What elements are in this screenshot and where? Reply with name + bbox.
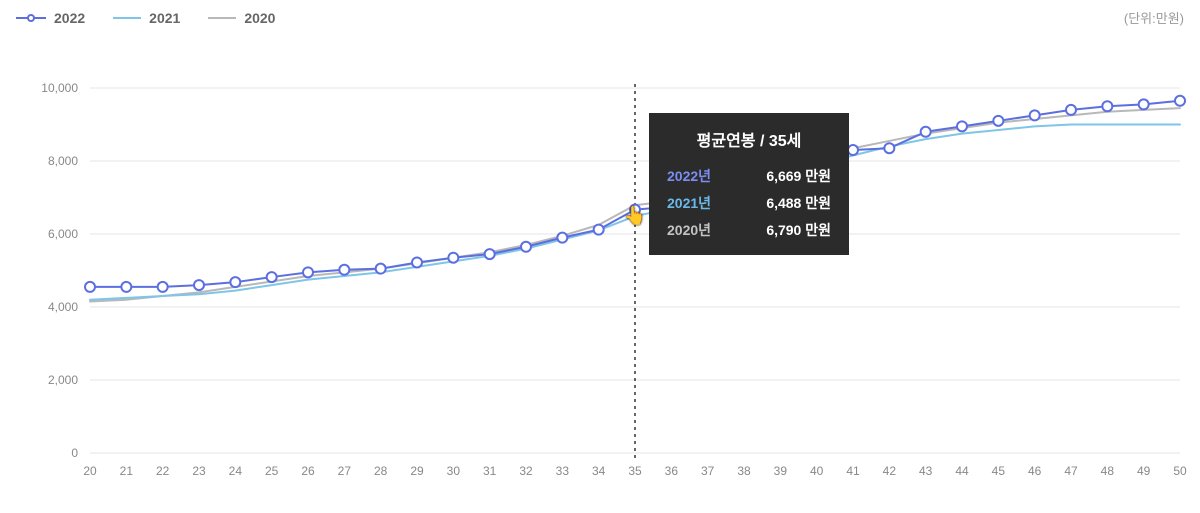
svg-text:28: 28 bbox=[374, 464, 388, 478]
svg-text:0: 0 bbox=[71, 446, 78, 460]
tooltip-label-2021: 2021년 bbox=[667, 190, 711, 217]
salary-line-chart: 2022 2021 2020 (단위:만원) 02,0004,0006,0008… bbox=[0, 0, 1200, 513]
svg-text:33: 33 bbox=[556, 464, 570, 478]
svg-text:46: 46 bbox=[1028, 464, 1042, 478]
svg-text:42: 42 bbox=[883, 464, 897, 478]
svg-text:35: 35 bbox=[628, 464, 642, 478]
tooltip-row-2021: 2021년 6,488 만원 bbox=[667, 190, 831, 217]
svg-text:37: 37 bbox=[701, 464, 715, 478]
legend-label-2022: 2022 bbox=[54, 10, 85, 26]
svg-text:2,000: 2,000 bbox=[48, 373, 78, 387]
svg-text:25: 25 bbox=[265, 464, 279, 478]
svg-text:21: 21 bbox=[120, 464, 134, 478]
tooltip-row-2020: 2020년 6,790 만원 bbox=[667, 217, 831, 244]
svg-text:29: 29 bbox=[410, 464, 424, 478]
svg-text:48: 48 bbox=[1101, 464, 1115, 478]
tooltip-label-2022: 2022년 bbox=[667, 163, 711, 190]
svg-text:27: 27 bbox=[338, 464, 352, 478]
svg-text:45: 45 bbox=[992, 464, 1006, 478]
svg-text:30: 30 bbox=[447, 464, 461, 478]
unit-label: (단위:만원) bbox=[1124, 8, 1184, 27]
svg-text:6,000: 6,000 bbox=[48, 227, 78, 241]
svg-text:20: 20 bbox=[83, 464, 97, 478]
tooltip-label-2020: 2020년 bbox=[667, 217, 711, 244]
tooltip-value-2020: 6,790 만원 bbox=[766, 217, 831, 244]
legend-row: 2022 2021 2020 (단위:만원) bbox=[16, 8, 1184, 27]
svg-text:50: 50 bbox=[1173, 464, 1187, 478]
tooltip-value-2022: 6,669 만원 bbox=[766, 163, 831, 190]
svg-text:41: 41 bbox=[846, 464, 860, 478]
svg-text:24: 24 bbox=[229, 464, 243, 478]
tooltip: 평균연봉 / 35세 2022년 6,669 만원 2021년 6,488 만원… bbox=[649, 113, 849, 255]
svg-text:38: 38 bbox=[737, 464, 751, 478]
legend-label-2020: 2020 bbox=[244, 10, 275, 26]
svg-text:8,000: 8,000 bbox=[48, 154, 78, 168]
svg-text:39: 39 bbox=[774, 464, 788, 478]
svg-text:34: 34 bbox=[592, 464, 606, 478]
svg-text:36: 36 bbox=[665, 464, 679, 478]
legend-marker-2021 bbox=[113, 17, 141, 19]
plot-area[interactable]: 0 2,000 4,000 6,000 8,000 10,000 20 21 22 23 24 25 2… bbox=[0, 48, 1200, 498]
legend-marker-2020 bbox=[208, 17, 236, 19]
legend-item-2020[interactable]: 2020 bbox=[208, 10, 275, 26]
svg-text:49: 49 bbox=[1137, 464, 1151, 478]
legend-marker-2022 bbox=[16, 11, 46, 25]
tooltip-value-2021: 6,488 만원 bbox=[766, 190, 831, 217]
svg-text:40: 40 bbox=[810, 464, 824, 478]
chart-svg: 0 2,000 4,000 6,000 8,000 10,000 20 21 22 23 24 25 2… bbox=[0, 48, 1200, 498]
svg-text:44: 44 bbox=[955, 464, 969, 478]
legend-label-2021: 2021 bbox=[149, 10, 180, 26]
svg-text:26: 26 bbox=[301, 464, 315, 478]
legend-item-2021[interactable]: 2021 bbox=[113, 10, 180, 26]
legend-item-2022[interactable]: 2022 bbox=[16, 10, 85, 26]
svg-text:31: 31 bbox=[483, 464, 497, 478]
svg-text:4,000: 4,000 bbox=[48, 300, 78, 314]
svg-text:32: 32 bbox=[519, 464, 533, 478]
svg-text:23: 23 bbox=[192, 464, 206, 478]
tooltip-row-2022: 2022년 6,669 만원 bbox=[667, 163, 831, 190]
svg-text:22: 22 bbox=[156, 464, 170, 478]
svg-text:10,000: 10,000 bbox=[41, 81, 78, 95]
svg-text:43: 43 bbox=[919, 464, 933, 478]
svg-text:47: 47 bbox=[1064, 464, 1078, 478]
tooltip-title: 평균연봉 / 35세 bbox=[667, 127, 831, 157]
